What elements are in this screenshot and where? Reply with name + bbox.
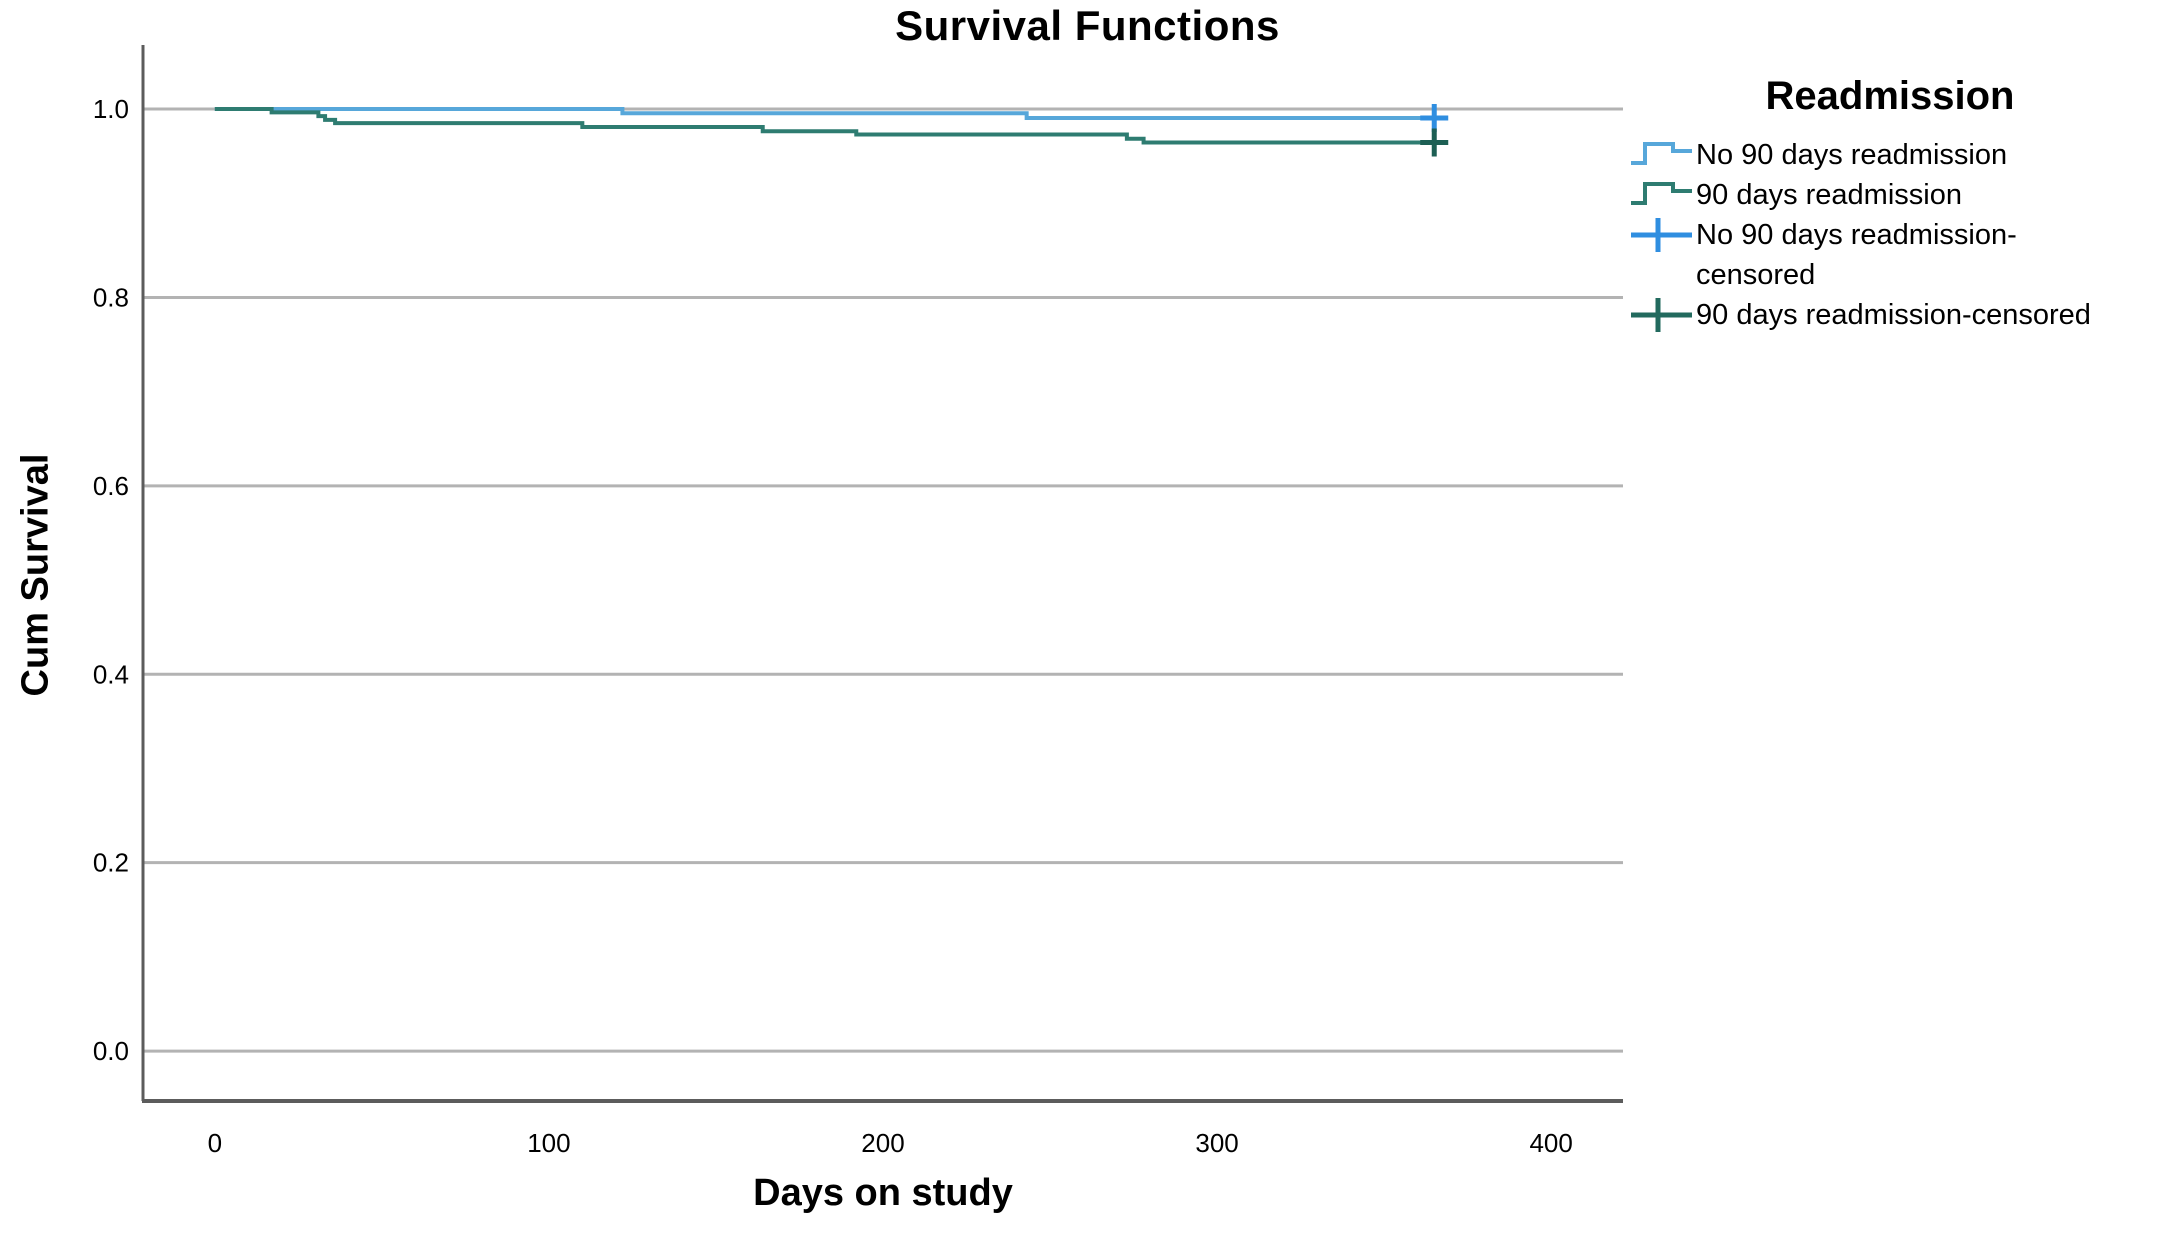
step-line-icon bbox=[1631, 142, 1692, 165]
legend-item-label: 90 days readmission bbox=[1696, 179, 1962, 211]
x-tick-label: 300 bbox=[1195, 1128, 1238, 1158]
y-tick-label: 0.4 bbox=[93, 659, 129, 689]
x-tick-label: 0 bbox=[208, 1128, 222, 1158]
legend-title: Readmission bbox=[1765, 74, 2015, 118]
survival-curve-0 bbox=[214, 107, 1435, 121]
legend-item: 90 days readmission-censored bbox=[1628, 295, 2175, 335]
y-tick-label: 0.8 bbox=[93, 282, 129, 312]
x-tick-label: 400 bbox=[1529, 1128, 1572, 1158]
legend: Readmission No 90 days readmission 90 day… bbox=[1628, 74, 2175, 335]
legend-item-label: 90 days readmission-censored bbox=[1696, 299, 2091, 331]
censored-plus-icon bbox=[1631, 218, 1692, 252]
x-tick-label: 100 bbox=[527, 1128, 570, 1158]
y-tick-label: 0.6 bbox=[93, 471, 129, 501]
y-tick-label: 0.0 bbox=[93, 1036, 129, 1066]
legend-items: No 90 days readmission 90 days readmissio… bbox=[1628, 135, 2175, 335]
x-tick-label: 200 bbox=[861, 1128, 904, 1158]
y-tick-label: 0.2 bbox=[93, 848, 129, 878]
legend-item: No 90 days readmission- censored bbox=[1628, 215, 2175, 295]
y-tick-label: 1.0 bbox=[93, 94, 129, 124]
step-line-icon bbox=[1631, 182, 1692, 205]
legend-item: 90 days readmission bbox=[1628, 175, 2175, 215]
legend-item: No 90 days readmission bbox=[1628, 135, 2175, 175]
x-axis-title: Days on study bbox=[753, 1172, 1013, 1214]
legend-item-label: No 90 days readmission bbox=[1696, 139, 2008, 171]
legend-item-label: No 90 days readmission- censored bbox=[1696, 219, 2017, 291]
censored-plus-icon bbox=[1631, 298, 1692, 332]
chart-title: Survival Functions bbox=[895, 2, 1280, 49]
survival-curve-1 bbox=[214, 107, 1435, 145]
